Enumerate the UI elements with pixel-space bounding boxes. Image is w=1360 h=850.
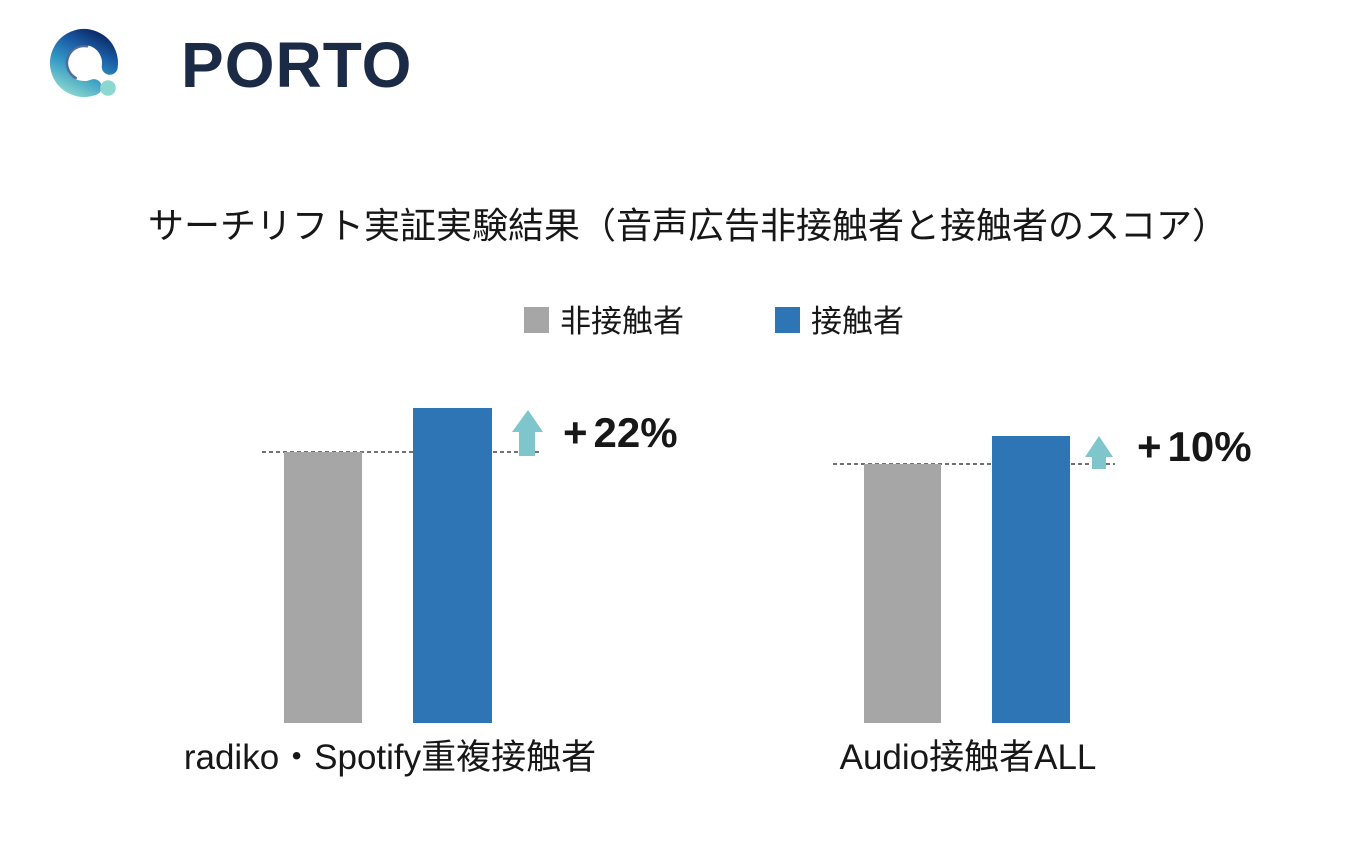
svg-text:radiko・Spotify重複接触者: radiko・Spotify重複接触者 [184, 738, 596, 777]
svg-text:+10%: +10% [1137, 423, 1252, 470]
svg-text:Audio接触者ALL: Audio接触者ALL [840, 738, 1097, 777]
svg-text:+22%: +22% [563, 409, 678, 456]
